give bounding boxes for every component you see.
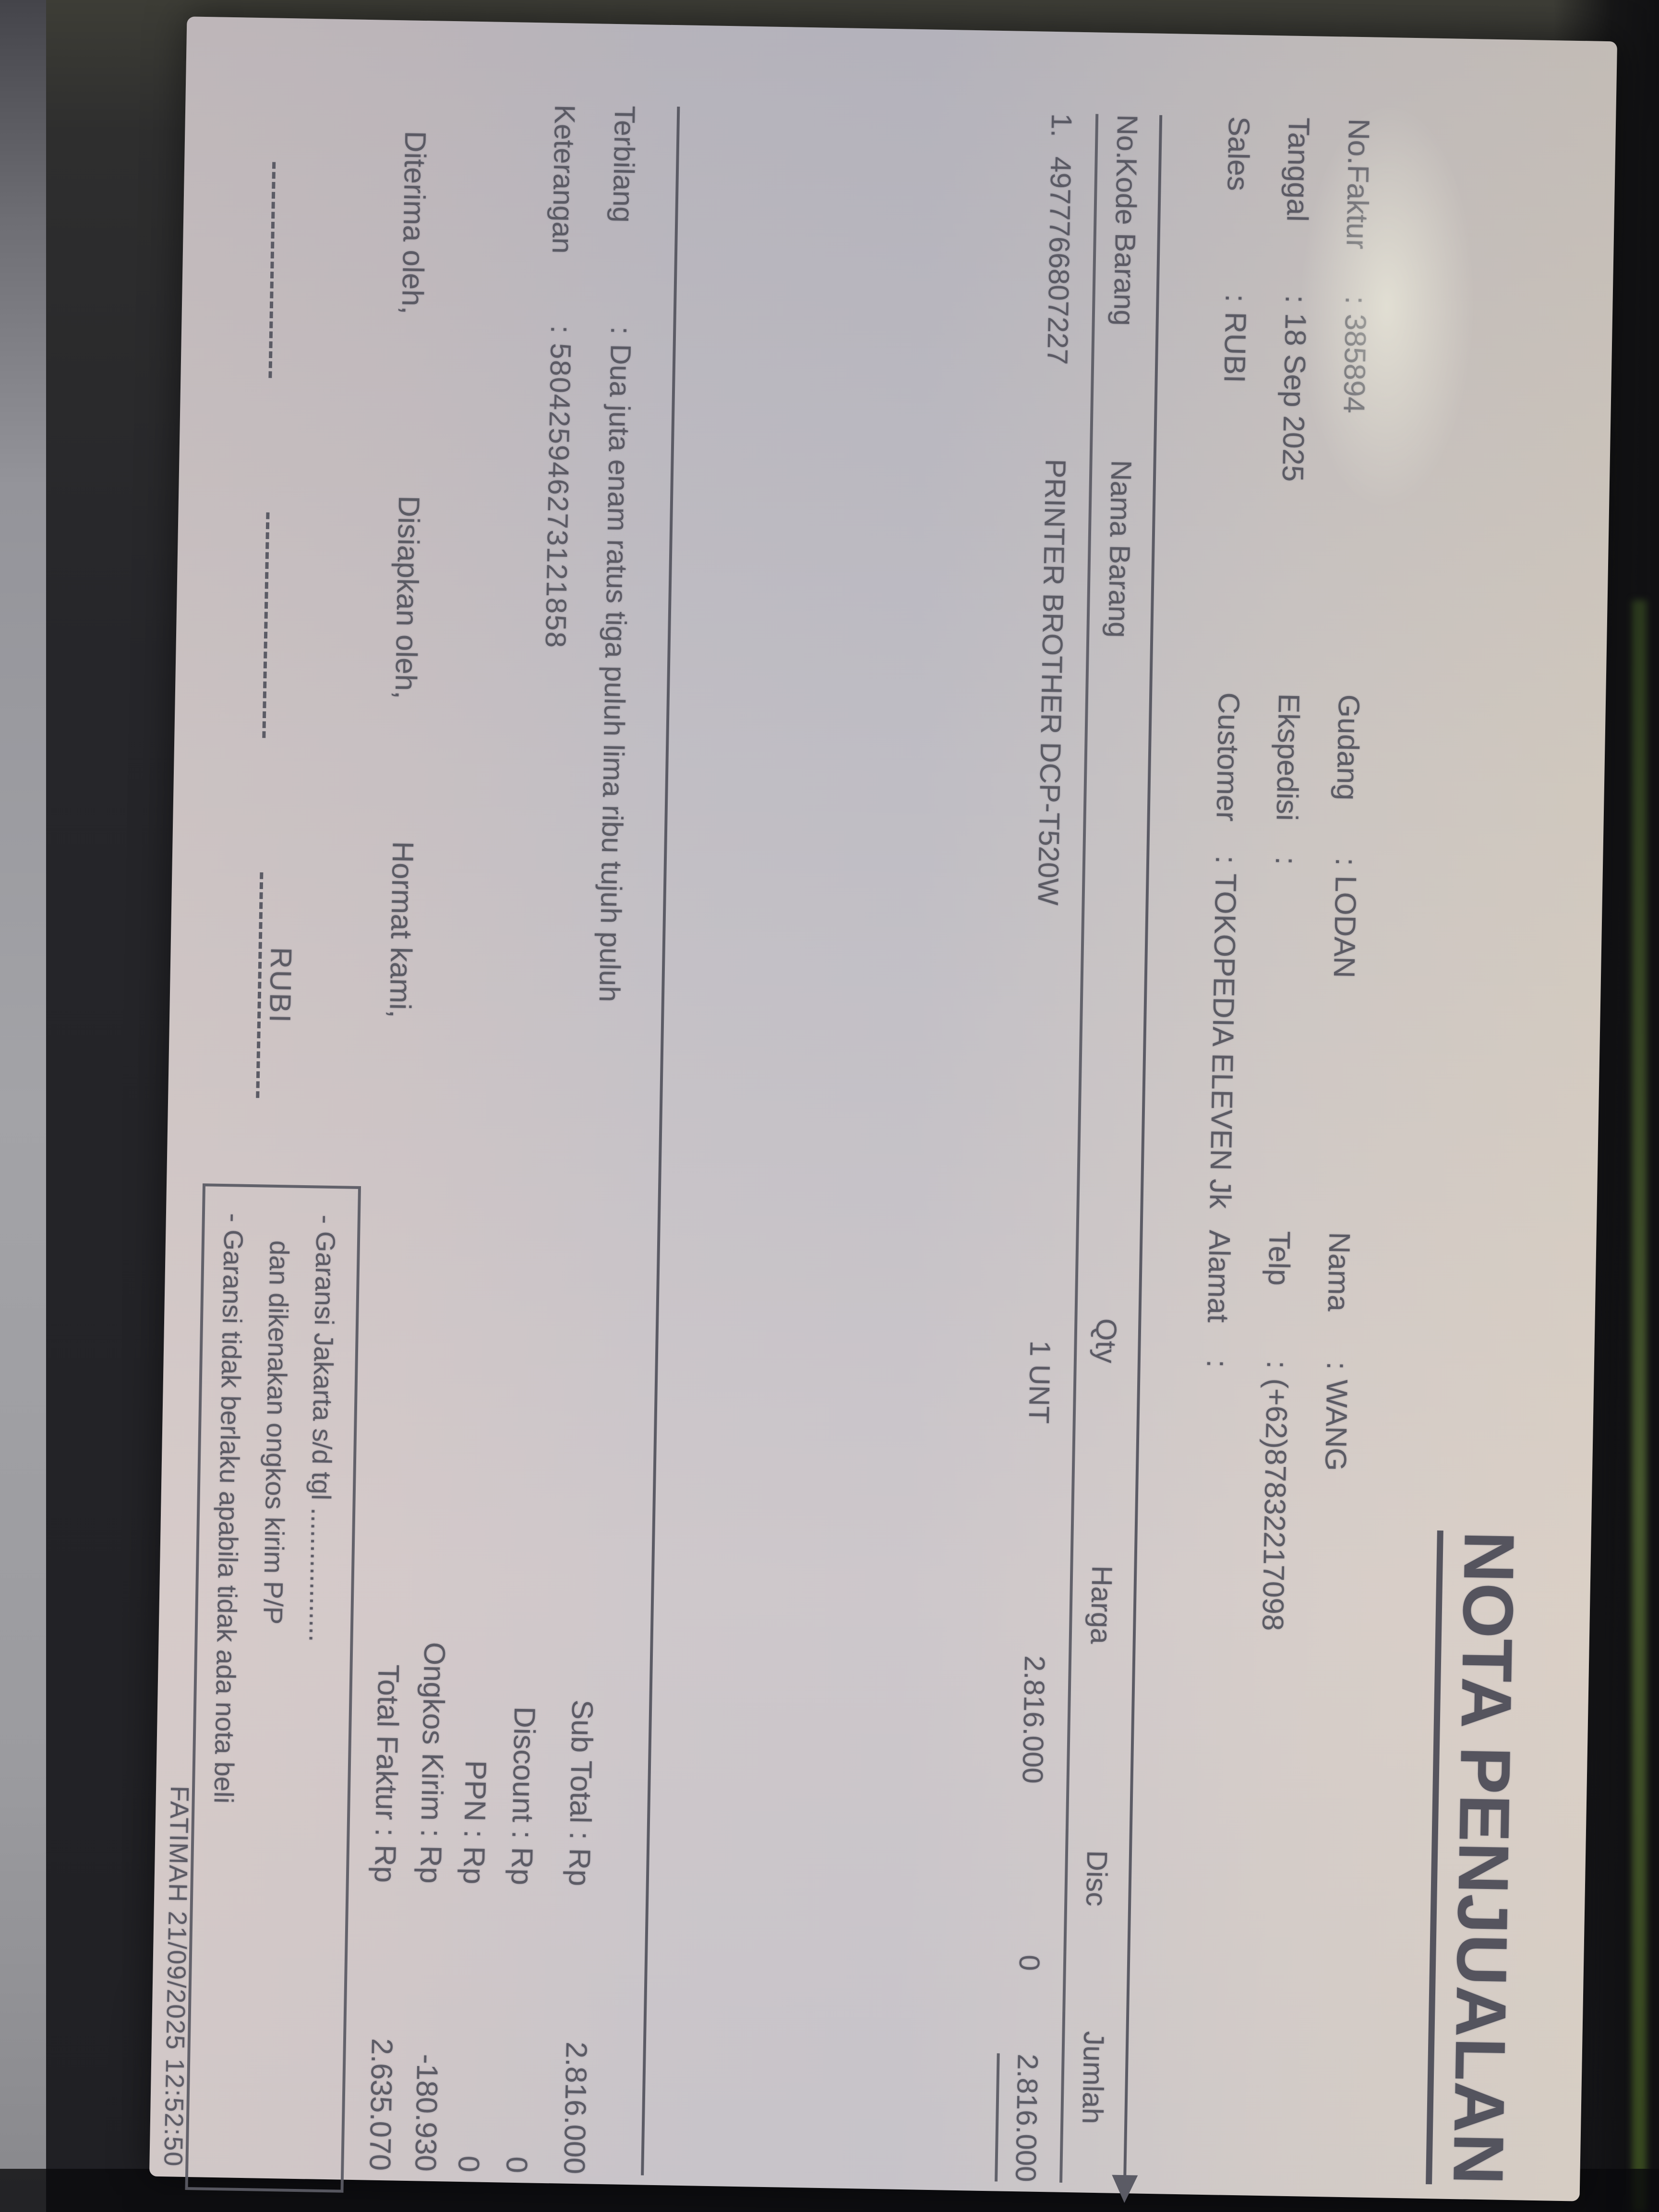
page-title-text: NOTA PENJUALAN xyxy=(1426,1530,1530,2186)
table-header-row: No. Kode Barang Nama Barang Qty Harga Di… xyxy=(1059,114,1157,2184)
cell-kode-barang: 4977766807227 xyxy=(1041,156,1077,365)
signature-line xyxy=(262,512,270,738)
signature-line xyxy=(268,162,276,378)
keterangan-row: Keterangan : 580425946273121858 xyxy=(539,105,582,649)
signature-label-diterima: Diterima oleh, xyxy=(395,131,432,315)
discount-label: Discount : Rp xyxy=(505,1706,541,1886)
printed-footer: FATIMAH 21/09/2025 12:52:50 xyxy=(158,1785,194,2168)
warranty-note-box: - Garansi Jakarta s/d tgl ..............… xyxy=(185,1183,361,2193)
discount-value: 0 xyxy=(500,2156,533,2174)
table-row: 1. 4977766807227 PRINTER BROTHER DCP-T52… xyxy=(995,113,1078,2183)
ongkos-kirim-label: Ongkos Kirim : Rp xyxy=(413,1642,451,1884)
field-label: Gudang xyxy=(1330,694,1366,801)
field-value: LODAN xyxy=(1327,875,1362,979)
keterangan-label: Keterangan xyxy=(546,104,581,254)
signature-label-disiapkan: Disiapkan oleh, xyxy=(388,495,426,700)
field-tanggal: Tanggal : 18 Sep 2025 xyxy=(1275,117,1316,482)
terbilang-label: Terbilang xyxy=(607,105,641,223)
field-value: 18 Sep 2025 xyxy=(1275,313,1312,482)
cell-qty: 1 UNT xyxy=(1022,1340,1057,1424)
screen-edge-strip xyxy=(0,0,46,2212)
ongkos-kirim-value: -180.930 xyxy=(409,2054,444,2172)
colon: : xyxy=(1219,293,1252,303)
colon: : xyxy=(1269,856,1303,866)
ppn-value: 0 xyxy=(452,2155,485,2173)
field-nama: Nama : WANG xyxy=(1318,1232,1357,1471)
table-bottom-rule xyxy=(641,107,680,2176)
signature-label-hormat: Hormat kami, xyxy=(383,841,420,1019)
column-header-jumlah: Jumlah xyxy=(1076,2031,1111,2125)
field-value: 385894 xyxy=(1337,313,1372,414)
total-faktur-row: Total Faktur : Rp 2.635.070 xyxy=(362,1359,410,2171)
signature-line xyxy=(256,872,264,1098)
cell-harga: 2.816.000 xyxy=(1016,1655,1051,1784)
column-header-disc: Disc xyxy=(1080,1850,1114,1907)
colon: : xyxy=(1329,857,1363,866)
ppn-row: PPN : Rp 0 xyxy=(451,1361,499,2173)
keterangan-value: 580425946273121858 xyxy=(539,343,577,649)
colon: : xyxy=(605,326,637,335)
colon: : xyxy=(1339,296,1372,305)
field-value xyxy=(1268,874,1303,875)
colon: : xyxy=(1260,1360,1294,1370)
ongkos-kirim-row: Ongkos Kirim : Rp -180.930 xyxy=(408,1360,456,2172)
field-label: No.Faktur xyxy=(1340,118,1376,250)
colon: : xyxy=(545,325,577,334)
field-value xyxy=(1199,1377,1234,1378)
field-label: Tanggal xyxy=(1280,117,1316,222)
field-telp: Telp : (+62)87832217098 xyxy=(1255,1231,1297,1631)
invoice-paper: NOTA PENJUALAN No.Faktur : 385894 Gudang… xyxy=(149,16,1618,2203)
subtotal-row: Sub Total : Rp 2.816.000 xyxy=(557,1363,605,2175)
field-alamat: Alamat : xyxy=(1199,1230,1236,1378)
field-ekspedisi: Ekspedisi : xyxy=(1268,693,1306,875)
note-line: dan dikenakan ongkos kirim P/P xyxy=(258,1240,295,1625)
signer-name: RUBI xyxy=(263,947,298,1024)
field-gudang: Gudang : LODAN xyxy=(1326,694,1366,978)
column-header-nama-barang: Nama Barang xyxy=(1102,459,1138,638)
cell-jumlah-value: 2.816.000 xyxy=(995,2053,1045,2183)
field-label: Alamat xyxy=(1201,1229,1236,1323)
cell-jumlah: 2.816.000 xyxy=(995,1970,1046,2183)
note-line: - Garansi tidak berlaku apabila tidak ad… xyxy=(208,1213,249,1804)
page-title: NOTA PENJUALAN xyxy=(1426,1512,1530,2186)
colon: : xyxy=(1200,1359,1234,1369)
cell-no: 1. xyxy=(1045,113,1078,138)
field-label: Ekspedisi xyxy=(1270,693,1306,821)
column-header-harga: Harga xyxy=(1085,1565,1118,1645)
terbilang-value: Dua juta enam ratus tiga puluh lima ribu… xyxy=(593,344,637,1003)
field-value: RUBI xyxy=(1217,312,1252,384)
colon: : xyxy=(1279,295,1312,304)
colon: : xyxy=(1320,1361,1354,1370)
cell-disc: 0 xyxy=(1013,1954,1046,1972)
field-label: Telp xyxy=(1262,1230,1296,1286)
column-header-kode-barang: Kode Barang xyxy=(1108,157,1143,326)
subtotal-label: Sub Total : Rp xyxy=(562,1699,599,1887)
subtotal-value: 2.816.000 xyxy=(557,2041,593,2175)
discount-row: Discount : Rp 0 xyxy=(499,1362,547,2174)
cell-nama-barang: PRINTER BROTHER DCP-T520W xyxy=(1032,458,1072,906)
terbilang-row: Terbilang : Dua juta enam ratus tiga pul… xyxy=(593,106,642,1002)
arrow-right-icon xyxy=(1111,2175,1138,2203)
field-no-faktur: No.Faktur : 385894 xyxy=(1336,118,1376,413)
table-top-rule xyxy=(1123,115,1163,2179)
note-line: - Garansi Jakarta s/d tgl ..............… xyxy=(303,1214,341,1643)
field-value: (+62)87832217098 xyxy=(1256,1378,1294,1631)
field-label: Sales xyxy=(1221,116,1256,192)
total-faktur-value: 2.635.070 xyxy=(363,2038,399,2171)
field-customer: Customer : TOKOPEDIA ELEVEN Jk xyxy=(1202,692,1246,1209)
total-faktur-label: Total Faktur : Rp xyxy=(368,1664,405,1883)
field-label: Nama xyxy=(1321,1232,1356,1312)
field-value: WANG xyxy=(1318,1379,1354,1471)
field-sales: Sales : RUBI xyxy=(1217,116,1256,384)
field-value: TOKOPEDIA ELEVEN Jk xyxy=(1203,873,1242,1209)
column-header-no: No. xyxy=(1111,114,1144,160)
ppn-label: PPN : Rp xyxy=(457,1760,493,1885)
screen-glare xyxy=(1632,600,1647,2212)
field-label: Customer xyxy=(1210,692,1246,822)
column-header-qty: Qty xyxy=(1090,1318,1123,1364)
colon: : xyxy=(1209,855,1243,865)
